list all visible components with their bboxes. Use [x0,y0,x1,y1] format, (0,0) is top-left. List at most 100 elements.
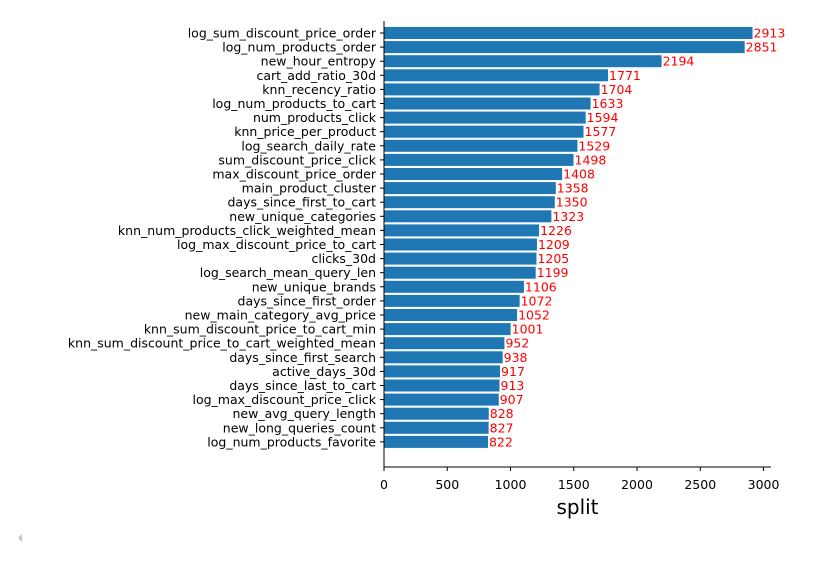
data-label-num_products_click: 1594 [587,110,619,125]
y-tick-label-new_main_category_avg_price: new_main_category_avg_price [185,308,377,323]
data-label-days_since_last_to_cart: 913 [501,378,525,393]
bar-new_long_queries_count [384,421,489,434]
bar-knn_recency_ratio [384,83,600,96]
data-label-knn_sum_discount_price_to_cart_min: 1001 [512,322,544,337]
bar-log_search_daily_rate [384,139,578,152]
data-label-new_long_queries_count: 827 [490,420,514,435]
data-label-days_since_first_to_cart: 1350 [556,195,588,210]
x-tick-label: 2500 [684,477,716,492]
y-tick-label-log_num_products_to_cart: log_num_products_to_cart [212,96,376,111]
y-tick-label-main_product_cluster: main_product_cluster [242,181,377,196]
data-label-knn_price_per_product: 1577 [585,124,617,139]
y-tick-label-max_discount_price_order: max_discount_price_order [212,167,376,182]
y-tick-label-knn_sum_discount_price_to_cart_weighted_mean: knn_sum_discount_price_to_cart_weighted_… [68,336,376,351]
data-label-clicks_30d: 1205 [537,251,569,266]
x-axis-label: split [556,495,598,519]
x-tick-layer: 0 500 1000 1500 2000 2500 3000 [380,467,779,492]
y-tick-label-knn_sum_discount_price_to_cart_min: knn_sum_discount_price_to_cart_min [144,322,376,337]
bar-new_unique_brands [384,280,524,293]
data-label-log_search_mean_query_len: 1199 [537,265,569,280]
data-label-log_num_products_favorite: 822 [489,434,513,449]
bar-log_num_products_favorite [384,435,488,448]
y-tick-label-new_unique_categories: new_unique_categories [229,209,376,224]
data-label-new_avg_query_length: 828 [490,406,514,421]
bar-knn_price_per_product [384,125,584,138]
y-tick-label-days_since_first_order: days_since_first_order [238,293,377,308]
bar-log_max_discount_price_to_cart [384,238,537,251]
y-tick-label-log_num_products_order: log_num_products_order [222,40,377,55]
data-label-new_main_category_avg_price: 1052 [518,308,550,323]
y-tick-label-log_search_daily_rate: log_search_daily_rate [241,138,376,153]
y-tick-label-sum_discount_price_click: sum_discount_price_click [218,152,376,167]
y-tick-label-knn_recency_ratio: knn_recency_ratio [262,82,376,97]
x-tick-label: 0 [380,477,388,492]
data-label-days_since_first_order: 1072 [521,293,553,308]
data-label-knn_sum_discount_price_to_cart_weighted_mean: 952 [505,336,529,351]
bar-max_discount_price_order [384,168,563,180]
data-label-log_num_products_order: 2851 [746,40,778,55]
data-label-cart_add_ratio_30d: 1771 [609,68,641,83]
data-label-main_product_cluster: 1358 [557,181,589,196]
bar-days_since_first_search [384,351,503,364]
bar-new_avg_query_length [384,407,489,420]
bar-active_days_30d [384,365,501,378]
data-label-log_sum_discount_price_order: 2913 [754,26,786,41]
data-label-log_num_products_to_cart: 1633 [592,96,624,111]
bar-new_hour_entropy [384,55,662,68]
bar-log_sum_discount_price_order [384,27,753,39]
data-label-log_search_daily_rate: 1529 [578,138,610,153]
y-tick-label-new_hour_entropy: new_hour_entropy [261,54,377,69]
y-tick-label-log_max_discount_price_to_cart: log_max_discount_price_to_cart [177,237,376,252]
x-tick-label: 500 [435,477,459,492]
bar-knn_sum_discount_price_to_cart_weighted_mean [384,337,505,350]
bar-main_product_cluster [384,182,556,195]
bars-layer [384,27,753,448]
y-tick-label-log_max_discount_price_click: log_max_discount_price_click [192,392,376,407]
data-label-new_unique_brands: 1106 [525,279,557,294]
y-tick-label-clicks_30d: clicks_30d [311,251,376,266]
x-tick-label: 2000 [621,477,653,492]
bar-log_search_mean_query_len [384,266,536,279]
y-tick-label-knn_num_products_click_weighted_mean: knn_num_products_click_weighted_mean [118,223,376,238]
bar-clicks_30d [384,252,537,265]
y-tick-label-days_since_first_search: days_since_first_search [229,350,376,365]
y-tick-label-days_since_first_to_cart: days_since_first_to_cart [227,195,376,210]
data-label-log_max_discount_price_click: 907 [500,392,524,407]
y-tick-label-cart_add_ratio_30d: cart_add_ratio_30d [256,68,376,83]
data-label-days_since_first_search: 938 [504,350,528,365]
y-tick-label-num_products_click: num_products_click [253,110,377,125]
bar-log_num_products_order [384,41,745,54]
bar-sum_discount_price_click [384,153,574,166]
x-tick-label: 3000 [748,477,780,492]
y-tick-labels-layer: log_sum_discount_price_orderlog_num_prod… [68,26,384,449]
bar-days_since_first_order [384,294,520,307]
data-label-active_days_30d: 917 [501,364,525,379]
bar-knn_num_products_click_weighted_mean [384,224,540,237]
bar-new_unique_categories [384,210,552,223]
data-label-sum_discount_price_click: 1498 [575,152,607,167]
y-tick-label-new_long_queries_count: new_long_queries_count [223,420,376,435]
y-tick-label-new_avg_query_length: new_avg_query_length [232,406,376,421]
collapse-arrow-icon[interactable] [18,534,22,542]
x-tick-label: 1500 [558,477,590,492]
bar-cart_add_ratio_30d [384,69,609,82]
y-tick-label-log_num_products_favorite: log_num_products_favorite [207,434,376,449]
bar-new_main_category_avg_price [384,309,518,321]
data-label-knn_recency_ratio: 1704 [601,82,633,97]
bar-days_since_last_to_cart [384,379,500,392]
bar-log_max_discount_price_click [384,393,499,406]
bar-days_since_first_to_cart [384,196,555,209]
x-tick-label: 1000 [495,477,527,492]
data-label-new_hour_entropy: 2194 [663,54,695,69]
y-tick-label-log_sum_discount_price_order: log_sum_discount_price_order [188,26,377,41]
data-label-max_discount_price_order: 1408 [563,167,595,182]
y-tick-label-log_search_mean_query_len: log_search_mean_query_len [200,265,376,280]
data-label-log_max_discount_price_to_cart: 1209 [538,237,570,252]
y-tick-label-days_since_last_to_cart: days_since_last_to_cart [229,378,376,393]
data-label-new_unique_categories: 1323 [552,209,584,224]
bar-log_num_products_to_cart [384,97,591,110]
y-tick-label-new_unique_brands: new_unique_brands [252,279,376,294]
bar-num_products_click [384,111,586,124]
y-tick-label-active_days_30d: active_days_30d [272,364,376,379]
